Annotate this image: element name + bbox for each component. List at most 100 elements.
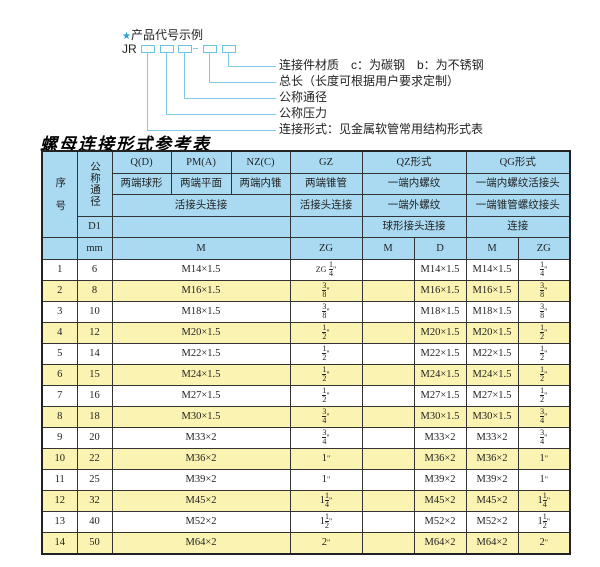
cell-qz-d: M30×1.5 [413, 405, 467, 428]
header-qg-zg: ZG [517, 237, 571, 260]
cell-qz-m [361, 405, 415, 428]
cell-seq: 8 [41, 405, 78, 428]
cell-m: M16×1.5 [111, 279, 291, 302]
cell-gz: ZG 1 4 " [289, 258, 363, 281]
cell-seq: 2 [41, 279, 78, 302]
cell-qg-zg: 1 2 " [517, 384, 571, 407]
cell-qz-d: M45×2 [413, 489, 467, 512]
label-diameter: 公称通径 [279, 90, 328, 104]
table-row: 3 10 M18×1.5 3 8 " M18×1.5 M18×1.5 3 8 " [41, 300, 571, 323]
header-qd2: 两端球形 [111, 172, 172, 195]
cell-qg-m: M45×2 [465, 489, 519, 512]
header-nz2: 两端内锥 [230, 172, 291, 195]
cell-gz: 1 1 2 " [289, 510, 363, 533]
cell-qg-m: M52×2 [465, 510, 519, 533]
cell-qz-d: M20×1.5 [413, 321, 467, 344]
cell-seq: 5 [41, 342, 78, 365]
cell-m: M45×2 [111, 489, 291, 512]
cell-qg-m: M36×2 [465, 447, 519, 470]
cell-qg-m: M24×1.5 [465, 363, 519, 386]
header-pm2: 两端平面 [170, 172, 232, 195]
header-qz: QZ形式 [361, 150, 467, 174]
header-d1: D1 [76, 215, 113, 238]
cell-qz-m [361, 384, 415, 407]
cell-m: M39×2 [111, 468, 291, 491]
header-qz2: 一端内螺纹 [361, 172, 467, 195]
cell-dn: 22 [76, 447, 113, 470]
cell-qg-zg: 1 4 " [517, 258, 571, 281]
cell-qz-d: M39×2 [413, 468, 467, 491]
cell-gz: 1 1 4 " [289, 489, 363, 512]
header-dn: 公称通径 [76, 150, 113, 217]
table-row: 13 40 M52×2 1 1 2 " M52×2 M52×2 1 1 2 " [41, 510, 571, 533]
cell-qz-d: M36×2 [413, 447, 467, 470]
cell-gz: 1" [289, 468, 363, 491]
cell-seq: 7 [41, 384, 78, 407]
header-qg: QG形式 [465, 150, 571, 174]
cell-dn: 32 [76, 489, 113, 512]
cell-qz-m [361, 258, 415, 281]
cell-dn: 10 [76, 300, 113, 323]
cell-dn: 14 [76, 342, 113, 365]
cell-gz: 1 2 " [289, 321, 363, 344]
cell-qg-zg: 2" [517, 531, 571, 554]
cell-dn: 50 [76, 531, 113, 554]
cell-m: M64×2 [111, 531, 291, 554]
star-icon: ★ [122, 31, 131, 42]
header-qz-m: M [361, 237, 415, 260]
cell-gz: 3 4 " [289, 405, 363, 428]
header-gz2: 两端锥管 [289, 172, 363, 195]
cell-seq: 10 [41, 447, 78, 470]
header-qg3: 一端锥管螺纹接头 [465, 194, 571, 217]
cell-qz-m [361, 300, 415, 323]
cell-qz-m [361, 447, 415, 470]
cell-dn: 25 [76, 468, 113, 491]
table-row: 6 15 M24×1.5 1 2 " M24×1.5 M24×1.5 1 2 " [41, 363, 571, 386]
cell-qz-m [361, 342, 415, 365]
cell-seq: 9 [41, 426, 78, 449]
cell-dn: 15 [76, 363, 113, 386]
cell-qg-zg: 1 2 " [517, 363, 571, 386]
cell-dn: 40 [76, 510, 113, 533]
cell-gz: 3 8 " [289, 279, 363, 302]
cell-qz-m [361, 321, 415, 344]
cell-qz-m [361, 426, 415, 449]
cell-gz: 2" [289, 531, 363, 554]
cell-dn: 16 [76, 384, 113, 407]
header-qz4: 球形接头连接 [361, 215, 467, 238]
cell-qz-d: M14×1.5 [413, 258, 467, 281]
example-title: ★产品代号示例 [122, 28, 203, 42]
header-qg4: 连接 [465, 215, 571, 238]
table-row: 7 16 M27×1.5 1 2 " M27×1.5 M27×1.5 1 2 " [41, 384, 571, 407]
header-qg-m: M [465, 237, 519, 260]
header-nz: NZ(C) [230, 150, 291, 174]
cell-qz-m [361, 531, 415, 554]
cell-seq: 6 [41, 363, 78, 386]
header-qg2: 一端内螺纹活接头 [465, 172, 571, 195]
cell-gz: 1 2 " [289, 342, 363, 365]
table-row: 5 14 M22×1.5 1 2 " M22×1.5 M22×1.5 1 2 " [41, 342, 571, 365]
cell-qg-m: M30×1.5 [465, 405, 519, 428]
table-row: 1 6 M14×1.5 ZG 1 4 " M14×1.5 M14×1.5 1 4 " [41, 258, 571, 281]
cell-qg-m: M39×2 [465, 468, 519, 491]
nut-connection-table: 序 号公称通径 Q(D) PM(A) NZ(C) GZ QZ形式 QG形式 两端球形 两端平… [41, 150, 572, 555]
cell-seq: 12 [41, 489, 78, 512]
code-prefix: JR [122, 42, 137, 56]
cell-dn: 20 [76, 426, 113, 449]
cell-gz: 1 2 " [289, 384, 363, 407]
cell-qg-m: M33×2 [465, 426, 519, 449]
